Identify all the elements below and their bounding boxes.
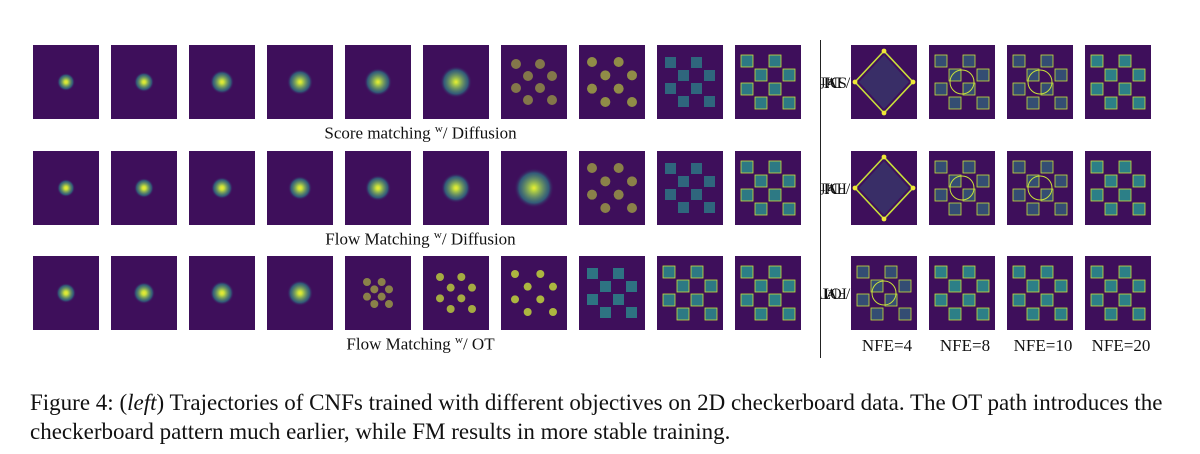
trajectory-tile: [657, 151, 723, 225]
nfe-label: NFE=8: [939, 336, 991, 355]
nfe-tile: [1085, 256, 1151, 330]
trajectory-tile: [111, 45, 177, 119]
nfe-label: NFE=4: [861, 336, 913, 355]
trajectory-tile: [33, 151, 99, 225]
panel-divider: [820, 40, 821, 358]
trajectory-tile: [345, 45, 411, 119]
nfe-tile: [1007, 151, 1073, 225]
trajectory-tile: [735, 45, 801, 119]
row-label: Score matching w/ Diffusion: [324, 123, 517, 143]
nfe-tile: [1085, 151, 1151, 225]
trajectory-tile: [501, 151, 567, 225]
trajectory-tiles: [33, 256, 808, 330]
nfe-tile: [1007, 45, 1073, 119]
nfe-row-fm-ot: FM w / OT: [820, 256, 1185, 330]
trajectory-tile: [423, 256, 489, 330]
nfe-tile: [929, 151, 995, 225]
trajectory-row-flow-matching-diffusion: Flow Matching w/ Diffusion: [33, 151, 808, 261]
trajectory-tile: [579, 256, 645, 330]
trajectory-tile: [33, 256, 99, 330]
trajectory-tile: [189, 151, 255, 225]
trajectory-tile: [33, 45, 99, 119]
nfe-row-label: FM w / Dif: [820, 180, 850, 198]
nfe-tile: [929, 45, 995, 119]
trajectory-tile: [423, 45, 489, 119]
nfe-tile: [851, 45, 917, 119]
trajectory-tile: [345, 151, 411, 225]
nfe-tile: [1007, 256, 1073, 330]
trajectory-row-score-matching-diffusion: Score matching w/ Diffusion: [33, 45, 808, 155]
nfe-row-label: SM w / Dif: [820, 74, 850, 92]
trajectory-tile: [501, 256, 567, 330]
trajectory-tile: [579, 151, 645, 225]
trajectory-tile: [423, 151, 489, 225]
nfe-label: NFE=20: [1091, 336, 1151, 355]
trajectory-tile: [267, 45, 333, 119]
row-label: Flow Matching w/ OT: [346, 334, 495, 354]
nfe-row-sm-dif: SM w / Dif: [820, 45, 1185, 119]
trajectory-tile: [657, 45, 723, 119]
trajectory-tile: [735, 256, 801, 330]
trajectory-tile: [657, 256, 723, 330]
trajectory-tile: [579, 45, 645, 119]
nfe-label: NFE=10: [1013, 336, 1073, 355]
trajectory-tiles: [33, 45, 808, 119]
nfe-row-label: FM w / OT: [820, 285, 850, 303]
trajectory-tile: [267, 256, 333, 330]
figure-caption: Figure 4: (left) Trajectories of CNFs tr…: [30, 390, 1163, 444]
trajectory-tile: [111, 256, 177, 330]
nfe-tile: [851, 256, 917, 330]
trajectory-tiles: [33, 151, 808, 225]
nfe-tile: [851, 151, 917, 225]
trajectory-row-flow-matching-ot: Flow Matching w/ OT: [33, 256, 808, 366]
row-label: Flow Matching w/ Diffusion: [325, 229, 516, 249]
nfe-tile: [1085, 45, 1151, 119]
trajectory-tile: [189, 256, 255, 330]
trajectory-tile: [501, 45, 567, 119]
trajectory-tile: [111, 151, 177, 225]
figure-4: Score matching w/ Diffusion Flow Matchin…: [33, 40, 1185, 366]
trajectory-tile: [735, 151, 801, 225]
trajectory-tile: [267, 151, 333, 225]
trajectory-tile: [345, 256, 411, 330]
nfe-row-fm-dif: FM w / Dif: [820, 151, 1185, 225]
trajectory-tile: [189, 45, 255, 119]
nfe-tile: [929, 256, 995, 330]
